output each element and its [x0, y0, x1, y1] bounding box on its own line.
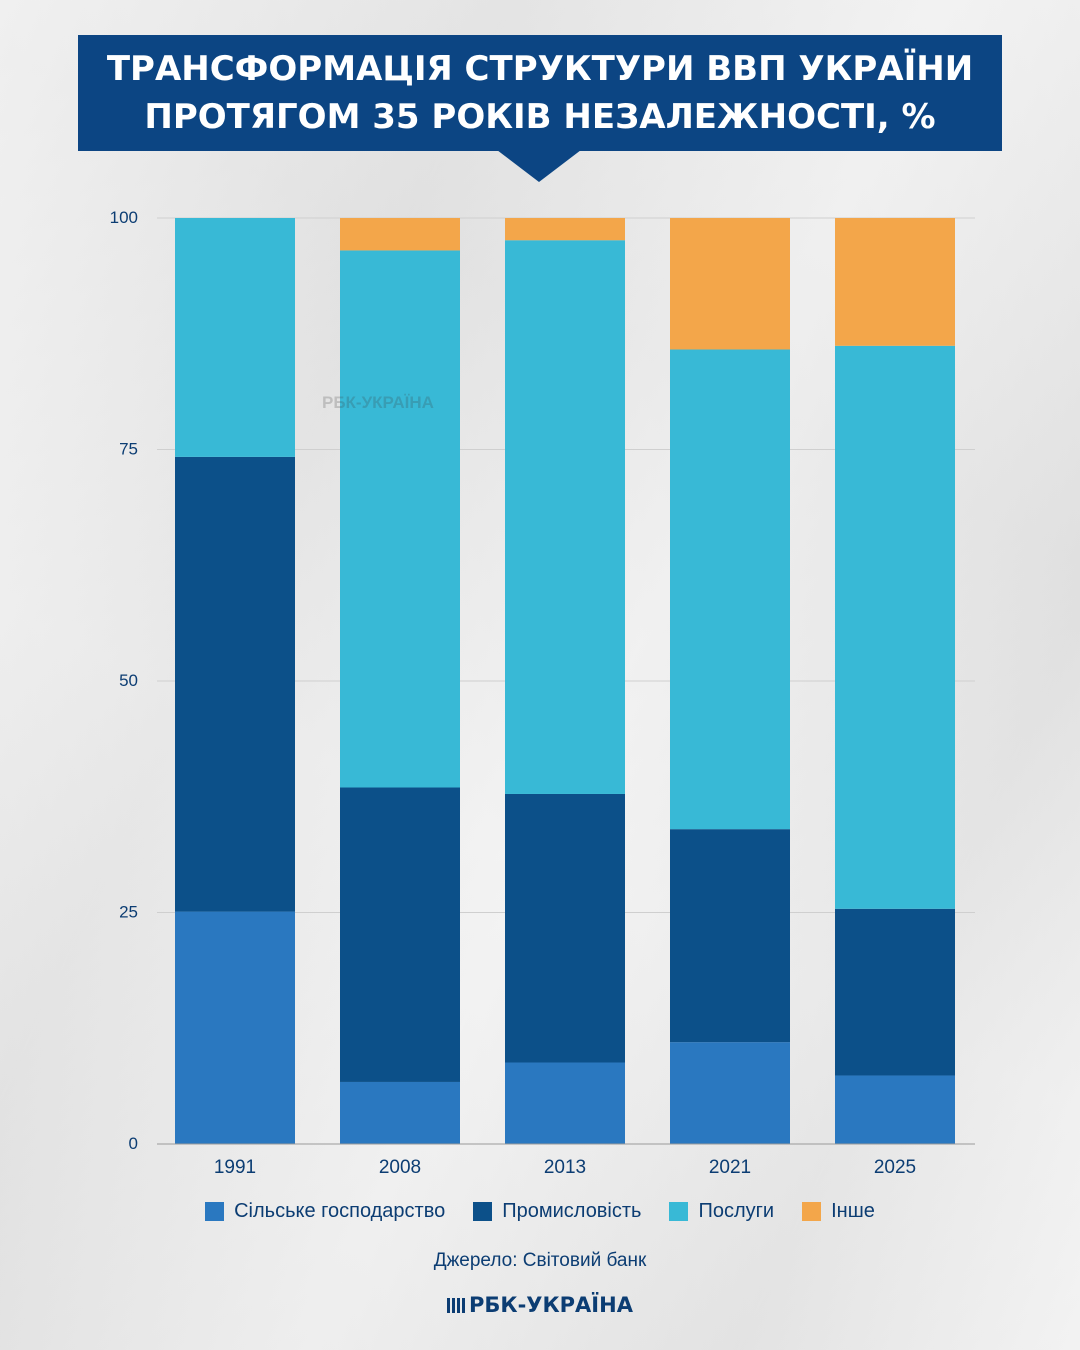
bar-segment [505, 218, 625, 241]
bar-segment [835, 345, 955, 909]
legend-item: Сільське господарство [205, 1200, 445, 1223]
watermark: РБК-УКРАЇНА [322, 393, 434, 413]
bar-segment [670, 349, 790, 830]
y-tick-label: 100 [110, 208, 138, 227]
bar-segment [835, 1075, 955, 1144]
bar-segment [670, 1042, 790, 1144]
legend-label: Інше [831, 1200, 875, 1222]
x-tick-label: 2021 [709, 1157, 751, 1178]
bar-segment [505, 1062, 625, 1144]
bar-segment [505, 240, 625, 794]
bar-segment [175, 456, 295, 912]
bar-segment [835, 908, 955, 1076]
legend-label: Послуги [698, 1200, 775, 1222]
x-tick-label: 2025 [874, 1157, 916, 1178]
bar-segment [340, 787, 460, 1082]
source-note: Джерело: Світовий банк [433, 1250, 647, 1271]
brand-logo: РБК-УКРАЇНА [0, 1293, 1080, 1317]
legend-swatch [473, 1202, 493, 1221]
x-tick-label: 2013 [544, 1157, 586, 1178]
legend-swatch [205, 1202, 225, 1221]
brand-logo-icon [447, 1298, 466, 1313]
watermark-text: РБК-УКРАЇНА [322, 393, 434, 412]
bar-segment [175, 911, 295, 1144]
bar-segment [505, 793, 625, 1063]
legend-swatch [802, 1202, 822, 1221]
chart-title: ТРАНСФОРМАЦІЯ СТРУКТУРИ ВВП УКРАЇНИ ПРОТ… [78, 35, 1002, 151]
title-pointer-arrow [497, 150, 581, 182]
y-tick-label: 25 [119, 903, 138, 922]
legend-label: Промисловість [502, 1200, 642, 1222]
legend-item: Промисловість [473, 1200, 641, 1223]
chart-title-line-1: ТРАНСФОРМАЦІЯ СТРУКТУРИ ВВП УКРАЇНИ [106, 49, 974, 89]
chart-legend: Сільське господарство Промисловість Послуг… [0, 1200, 1080, 1223]
legend-item: Послуги [669, 1200, 774, 1223]
y-tick-label: 0 [129, 1134, 138, 1153]
y-tick-label: 75 [119, 440, 138, 459]
legend-item: Інше [802, 1200, 875, 1223]
bar-segment [340, 1081, 460, 1144]
bar-segment [175, 218, 295, 457]
x-tick-label: 2008 [379, 1157, 421, 1178]
bar-segment [670, 829, 790, 1043]
bar-segment [835, 218, 955, 346]
legend-label: Сільське господарство [234, 1200, 446, 1222]
bar-segment [340, 250, 460, 788]
x-tick-label: 1991 [214, 1157, 256, 1178]
bar-segment [340, 218, 460, 251]
chart-title-line-2: ПРОТЯГОМ 35 РОКІВ НЕЗАЛЕЖНОСТІ, % [144, 97, 936, 137]
brand-logo-text: РБК-УКРАЇНА [469, 1293, 633, 1317]
legend-swatch [669, 1202, 689, 1221]
y-tick-label: 50 [119, 671, 138, 690]
bar-segment [670, 218, 790, 350]
stacked-bar-chart: 0 25 50 75 100 1991 2008 2013 2021 2025 [110, 208, 975, 1178]
